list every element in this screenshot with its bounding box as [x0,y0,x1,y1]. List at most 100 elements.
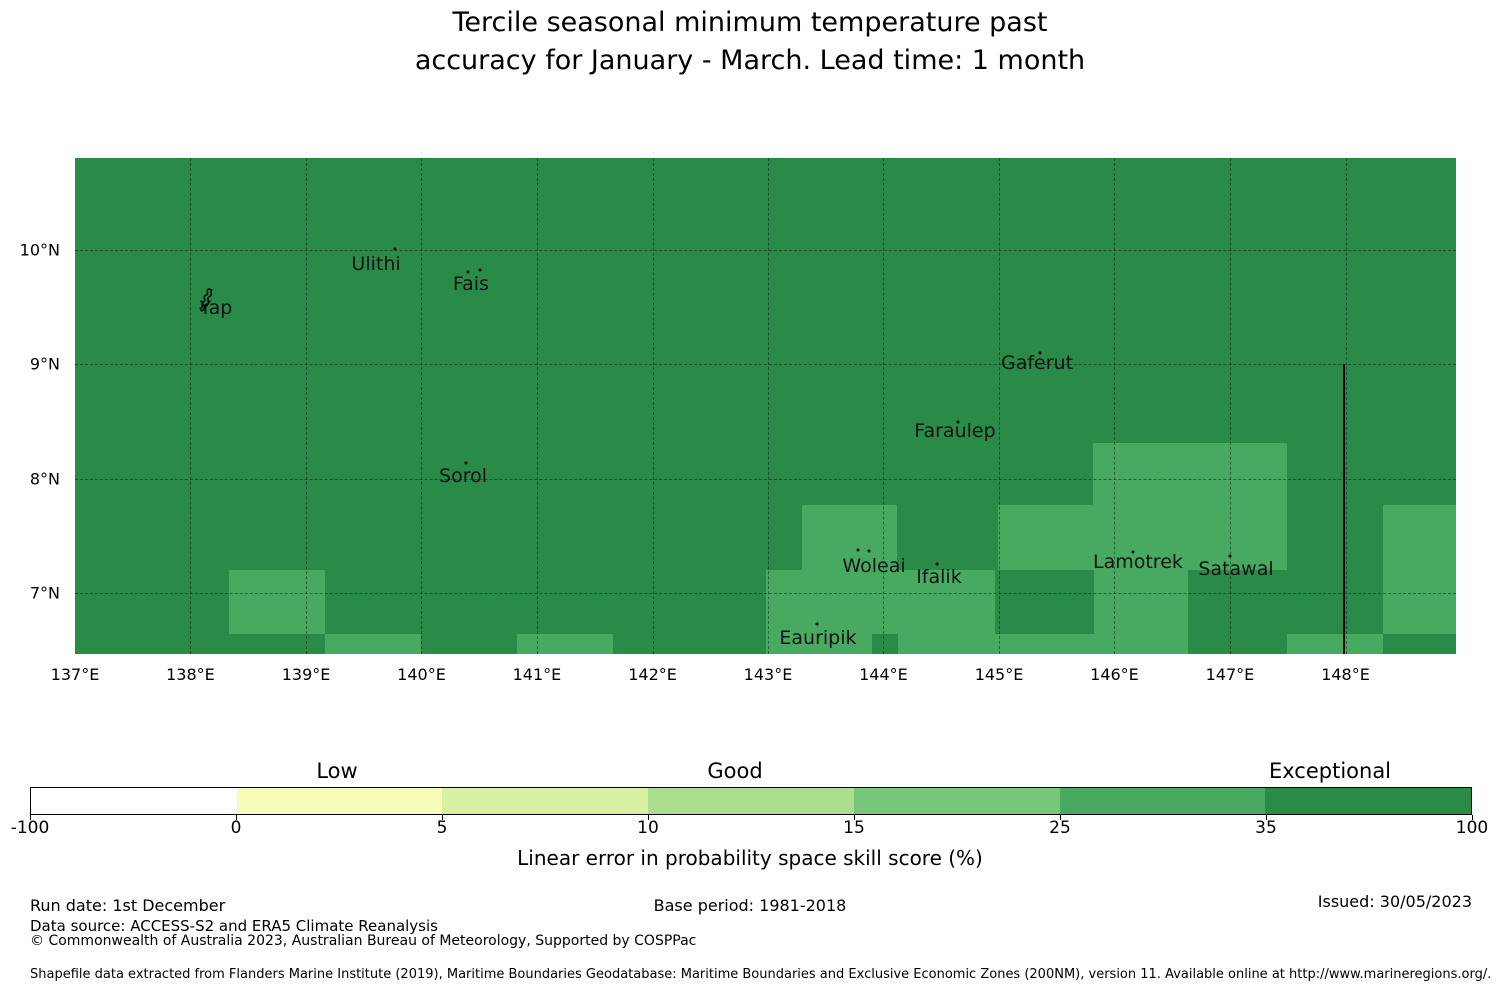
island-label-sorol: Sorol [439,464,488,487]
longitude-gridline [1345,158,1347,654]
colorbar-tick-mark [442,815,443,820]
y-tick-7n: 7°N [29,583,60,603]
island-marker-icon [815,622,819,626]
island-marker-icon [466,270,470,274]
colorbar-tick-marks [30,815,1473,821]
x-tick-143e: 143°E [743,665,793,684]
x-tick-141e: 141°E [512,665,562,684]
longitude-gridline [306,158,308,654]
colorbar-category-low: Low [316,759,358,783]
eez-boundary-line [1343,363,1346,654]
longitude-gridline [1114,158,1116,654]
island-marker-icon [956,420,960,424]
island-label-lamotrek: Lamotrek [1093,550,1183,573]
colorbar-tick-label: 0 [230,818,242,838]
latitude-gridline [75,250,1456,251]
x-tick-140e: 140°E [397,665,446,684]
colorbar-tick-mark [648,815,649,820]
footer-issued-date: Issued: 30/05/2023 [1317,892,1472,911]
x-tick-139e: 139°E [281,665,331,684]
y-tick-9n: 9°N [29,354,60,374]
footer-shapefile-note: Shapefile data extracted from Flanders M… [30,967,1492,982]
colorbar-tick-label: 15 [843,818,865,838]
colorbar-segment [853,788,1060,814]
colorbar-segment [1265,788,1472,814]
x-tick-146e: 146°E [1090,665,1139,684]
x-tick-147e: 147°E [1205,665,1255,684]
skill-cell-25-35 [517,634,614,654]
colorbar-tick-labels: -100 0 5 10 15 25 35 100 [11,818,1489,838]
longitude-gridline [190,158,192,654]
island-marker-icon [393,247,397,251]
x-tick-137e: 137°E [50,665,100,684]
island-label-fais: Fais [452,272,489,295]
island-label-eauripik: Eauripik [779,626,857,649]
colorbar [30,787,1472,815]
footer-copyright: © Commonwealth of Australia 2023, Austra… [30,933,697,949]
colorbar-tick-label: 100 [1455,818,1489,838]
colorbar-tick-mark [1472,815,1473,820]
skill-cell-25-35 [801,505,897,570]
title-line-2: accuracy for January - March. Lead time:… [414,45,1086,76]
island-label-gaferut: Gaferut [1000,351,1074,374]
colorbar-tick-mark [30,815,31,820]
footer-run-date: Run date: 1st December [30,896,226,915]
skill-cell-25-35 [897,634,1188,654]
x-axis-tick-labels: 137°E 138°E 139°E 140°E 141°E 142°E 143°E 144°E… [51,665,1456,685]
latitude-gridline [75,363,1456,365]
colorbar-segment [442,788,649,814]
colorbar-tick-label: 5 [436,818,448,838]
colorbar-tick-label: -100 [10,818,50,838]
island-marker-icon [1131,550,1135,554]
skill-cell-25-35 [1286,634,1383,654]
skill-cell-25-35 [766,634,873,654]
colorbar-tick-mark [1060,815,1061,820]
colorbar-segment [31,788,237,814]
longitude-gridline [767,158,769,654]
island-marker-icon [1228,554,1232,558]
skill-cell-25-35 [228,569,325,634]
island-marker-icon [935,562,939,566]
page-title: Tercile seasonal minimum temperature pas… [0,4,1500,80]
longitude-gridline [883,158,885,654]
island-marker-icon [1038,351,1042,355]
y-axis-tick-labels: 10°N 9°N 8°N 7°N [0,158,60,654]
colorbar-axis-label: Linear error in probability space skill … [517,846,983,870]
longitude-gridline [1229,158,1231,654]
skill-cell-25-35 [766,569,996,634]
island-label-faraulep: Faraulep [914,419,996,442]
colorbar-category-exceptional: Exceptional [1268,759,1392,783]
y-tick-10n: 10°N [19,240,60,260]
colorbar-tick-mark [236,815,237,820]
skill-cell-25-35 [1093,443,1288,505]
x-tick-138e: 138°E [166,665,215,684]
title-line-1: Tercile seasonal minimum temperature pas… [452,7,1048,38]
y-tick-8n: 8°N [29,469,60,489]
latitude-gridline [75,592,1456,594]
skill-cell-25-35 [1382,505,1456,634]
colorbar-category-good: Good [707,759,763,783]
island-marker-icon [867,549,871,553]
island-label-satawal: Satawal [1198,557,1274,580]
x-tick-142e: 142°E [628,665,677,684]
island-marker-icon [478,268,482,272]
island-label-woleai: Woleai [842,555,906,577]
island-label-ifalik: Ifalik [916,566,962,589]
colorbar-segment [1059,788,1266,814]
x-tick-145e: 145°E [974,665,1024,684]
footer-base-period: Base period: 1981-2018 [653,896,847,915]
skill-cell-25-35 [998,505,1288,570]
colorbar-segment [648,788,854,814]
colorbar-category-labels: Low Good Exceptional [0,759,1500,785]
island-label-ulithi: Ulithi [351,252,401,275]
colorbar-tick-label: 35 [1255,818,1277,838]
colorbar-tick-label: 25 [1049,818,1071,838]
footer-data-source: Data source: ACCESS-S2 and ERA5 Climate … [30,917,438,935]
longitude-gridline [536,158,538,654]
latitude-gridline [75,479,1456,480]
x-tick-144e: 144°E [859,665,908,684]
colorbar-segment [236,788,443,814]
longitude-gridline [421,158,423,654]
longitude-gridline [999,158,1001,654]
